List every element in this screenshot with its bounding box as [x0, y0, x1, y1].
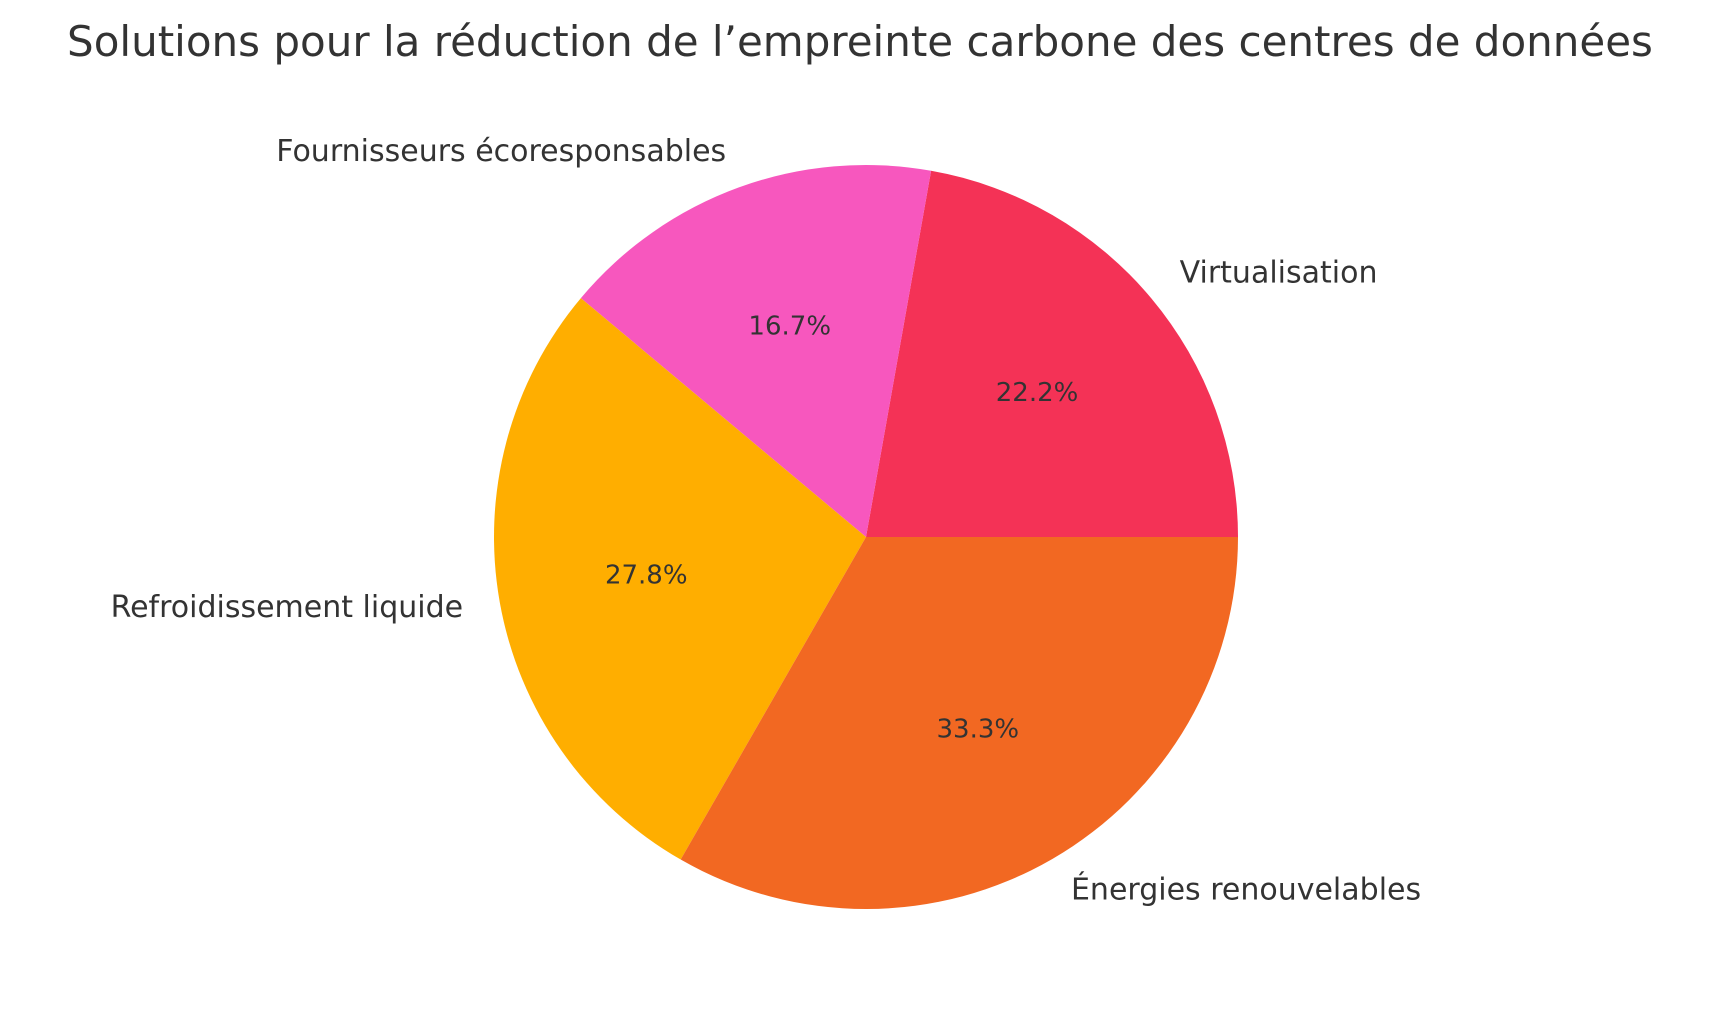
slice-percent-refroidissement-liquide: 27.8%: [605, 561, 688, 591]
pie-slices: [494, 165, 1238, 909]
slice-label-energies-renouvelables: Énergies renouvelables: [1071, 872, 1421, 908]
pie-slice-fournisseurs-ecoresponsables: [580, 165, 932, 538]
slice-label-refroidissement-liquide: Refroidissement liquide: [111, 590, 464, 625]
slice-label-fournisseurs-ecoresponsables: Fournisseurs écoresponsables: [276, 134, 726, 169]
chart-title: Solutions pour la réduction de l’emprein…: [67, 17, 1653, 66]
slice-percent-fournisseurs-ecoresponsables: 16.7%: [748, 312, 831, 342]
slice-percent-energies-renouvelables: 33.3%: [936, 715, 1019, 745]
pie-slice-energies-renouvelables: [680, 537, 1238, 909]
pie-slice-refroidissement-liquide: [494, 298, 866, 860]
pie-labels: Virtualisation 22.2% Fournisseurs écorespo…: [111, 134, 1422, 908]
slice-label-virtualisation: Virtualisation: [1180, 256, 1378, 291]
pie-slice-virtualisation: [866, 170, 1238, 537]
slice-percent-virtualisation: 22.2%: [996, 378, 1079, 408]
